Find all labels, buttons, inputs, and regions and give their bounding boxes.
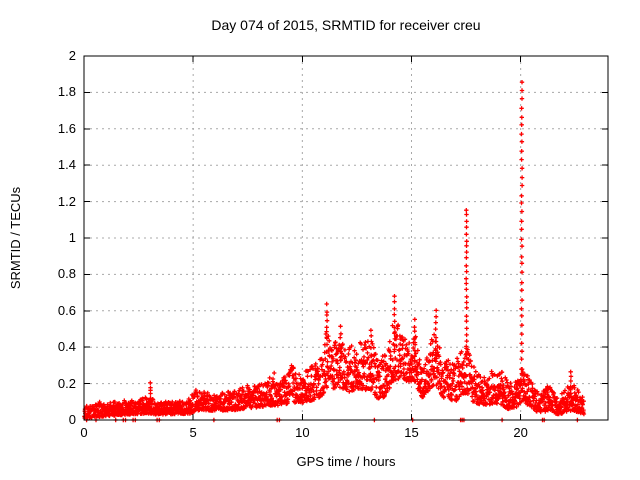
x-tick-label: 5: [189, 425, 197, 440]
y-tick-label: 1.2: [57, 193, 76, 209]
x-axis-title: GPS time / hours: [296, 454, 396, 469]
y-tick-label: 0: [68, 412, 76, 427]
y-tick-label: 1.6: [57, 120, 76, 136]
y-axis-title: SRMTID / TECUs: [8, 186, 23, 290]
chart-title: Day 074 of 2015, SRMTID for receiver cre…: [211, 17, 481, 33]
x-tick-label: 10: [295, 425, 310, 440]
x-tick-label: 0: [80, 425, 88, 440]
x-tick-label: 20: [513, 425, 528, 440]
y-tick-label: 0.8: [57, 266, 76, 282]
scatter-points: [82, 80, 587, 423]
y-tick-label: 1.4: [57, 157, 76, 173]
y-tick-label: 1.8: [57, 84, 76, 100]
x-tick-label: 15: [404, 425, 419, 440]
y-tick-label: 0.2: [57, 375, 76, 391]
y-tick-label: 2: [68, 48, 76, 63]
y-tick-label: 0.6: [57, 302, 76, 318]
y-tick-label: 0.4: [57, 339, 76, 355]
y-tick-label: 1: [68, 230, 76, 245]
